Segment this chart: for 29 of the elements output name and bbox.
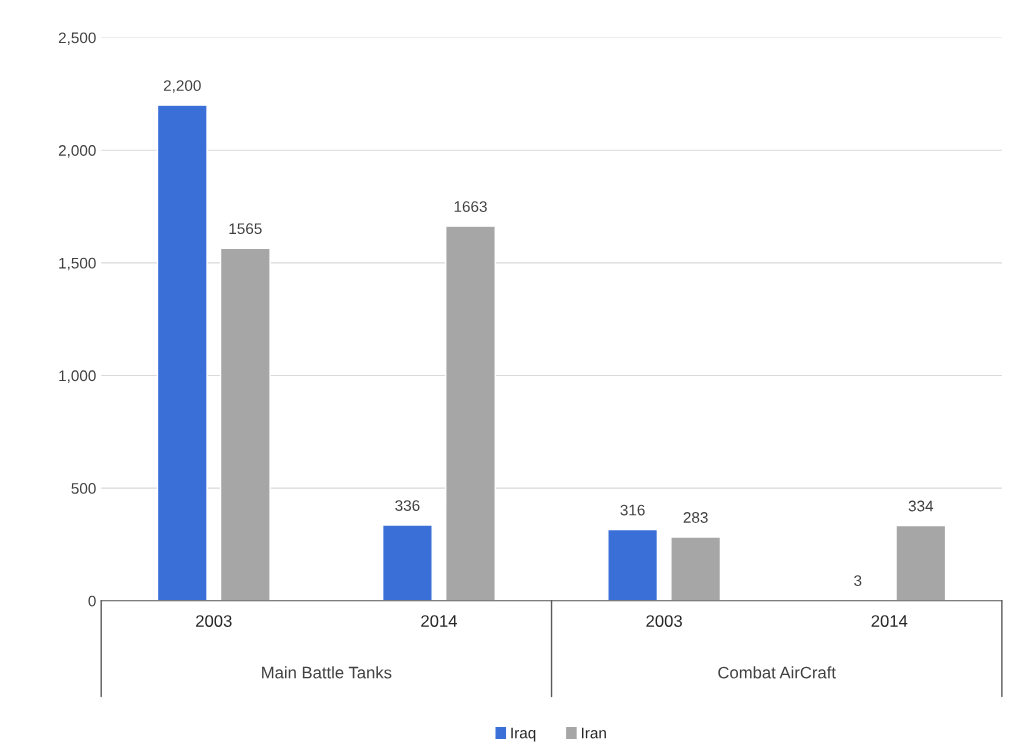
bar — [895, 524, 947, 601]
x-tick-label: 2003 — [646, 615, 682, 627]
legend-label: Iraq — [511, 727, 536, 742]
x-tick-label: 2003 — [196, 615, 232, 627]
x-tick-label: 2014 — [421, 615, 458, 627]
y-tick-label: 0 — [88, 595, 96, 607]
legend-label: Iran — [581, 727, 606, 739]
data-label: 283 — [683, 512, 708, 523]
x-tick-label: 2014 — [871, 615, 908, 627]
y-tick-label: 1,500 — [59, 257, 96, 271]
bar — [607, 528, 659, 601]
text: Combat AirCraft — [718, 666, 836, 679]
bar — [219, 247, 271, 601]
bar — [381, 524, 433, 601]
y-tick-label: 500 — [71, 483, 96, 494]
bar — [445, 225, 496, 601]
y-tick-label: 2,000 — [58, 145, 96, 158]
bar — [156, 104, 208, 601]
y-tick-label: 2,500 — [58, 32, 96, 46]
data-label: 316 — [620, 504, 645, 516]
data-label: 334 — [908, 500, 934, 512]
data-label: 1565 — [229, 223, 262, 235]
data-label: 336 — [395, 500, 420, 511]
data-label: 2,200 — [163, 80, 201, 93]
data-label: 1663 — [454, 201, 487, 212]
text: Main Battle Tanks — [262, 666, 392, 679]
data-label: 3 — [854, 575, 862, 586]
y-tick-label: 1,000 — [59, 370, 96, 383]
bar — [670, 536, 722, 601]
